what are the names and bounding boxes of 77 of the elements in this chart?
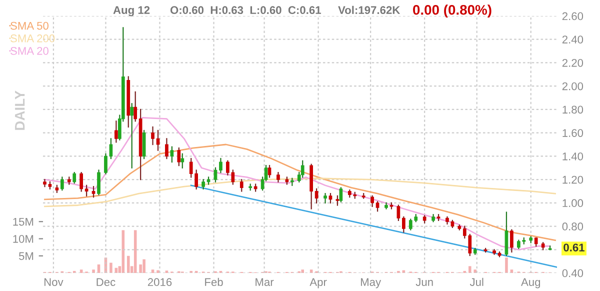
legend-label: SMA 50 [10,22,48,30]
x-tick-label: Feb [205,278,223,286]
candlestick [268,164,272,178]
y-tick-label: 1.80 [562,106,584,114]
bar [92,270,95,273]
x-tick-label: Dec [96,278,116,286]
candlestick [92,186,96,198]
bar [474,270,476,273]
annotation: 0.00 (0.80%) [413,4,492,18]
y-tick-label: 2.20 [562,58,584,67]
bar [468,266,472,273]
candlestick [339,187,343,202]
y-tick-label: 1.60 [562,129,584,137]
candlestick [130,103,134,168]
candlestick [370,195,374,207]
bar [134,230,137,273]
annotation: Aug 12 [113,6,150,16]
candlestick [156,130,160,151]
x-tick-label: Jun [416,278,433,286]
candlestick [214,167,218,182]
candlestick [72,172,76,184]
candlestick [97,170,100,196]
line-series [44,116,551,250]
legend-label: SMA 200 [10,34,55,42]
candlestick [170,146,174,163]
candlestick [180,153,184,168]
text: Vol:197.62K [338,6,400,14]
bar [110,262,112,273]
candlestick [84,184,88,196]
y-tick-label: 0.40 [562,269,584,278]
candlestick [402,216,406,233]
candlestick [384,202,388,210]
candlestick [376,201,380,212]
x-tick-label: 2016 [148,278,172,286]
annotation: 0.61 [564,244,584,252]
candlestick [324,193,327,204]
candlestick [240,178,244,192]
candlestick [314,188,318,204]
x-tick-label: Nov [44,278,64,286]
y-tick-label: 1.20 [562,176,584,184]
x-tick-label: Aug [521,278,540,288]
bar [505,258,508,273]
candlestick [43,178,46,188]
y2-tick-label: 10M [13,235,34,243]
x-tick-label: Mar [256,278,274,286]
x-tick-label: May [360,278,382,288]
x-tick-label: Apr [310,278,327,288]
candlestick [510,229,514,253]
legend-label: SMA 20 [10,47,48,55]
y-tick-label: 1.40 [562,152,584,160]
bar [126,256,130,273]
candlestick [202,178,205,190]
y-tick-label: 0.80 [562,222,584,230]
candlestick [328,193,332,204]
bar [142,259,146,273]
y-tick-label: 2.40 [562,36,584,44]
candlestick [134,91,138,122]
candlestick [151,126,154,146]
candlestick [276,172,280,182]
candlestick [504,212,508,256]
candlestick [142,130,146,160]
candlestick [219,158,222,174]
candlestick [114,120,118,143]
candlestick [177,147,181,166]
y-tick-label: 2.60 [562,12,584,20]
text: O:0.60 H:0.63 L:0.60 C:0.61 [170,6,321,14]
candlestick [165,138,168,160]
y2-tick-label: 15M [13,218,34,226]
y2-tick-label: 5M [18,252,34,260]
y-tick-label: 1.00 [562,199,584,208]
x-tick-label: Jul [470,278,484,286]
candlestick [336,195,340,206]
candlestick [80,172,84,192]
y-tick-label: 2.00 [562,82,584,90]
candlestick [396,204,400,221]
candlestick [60,176,64,191]
bar [301,270,304,273]
